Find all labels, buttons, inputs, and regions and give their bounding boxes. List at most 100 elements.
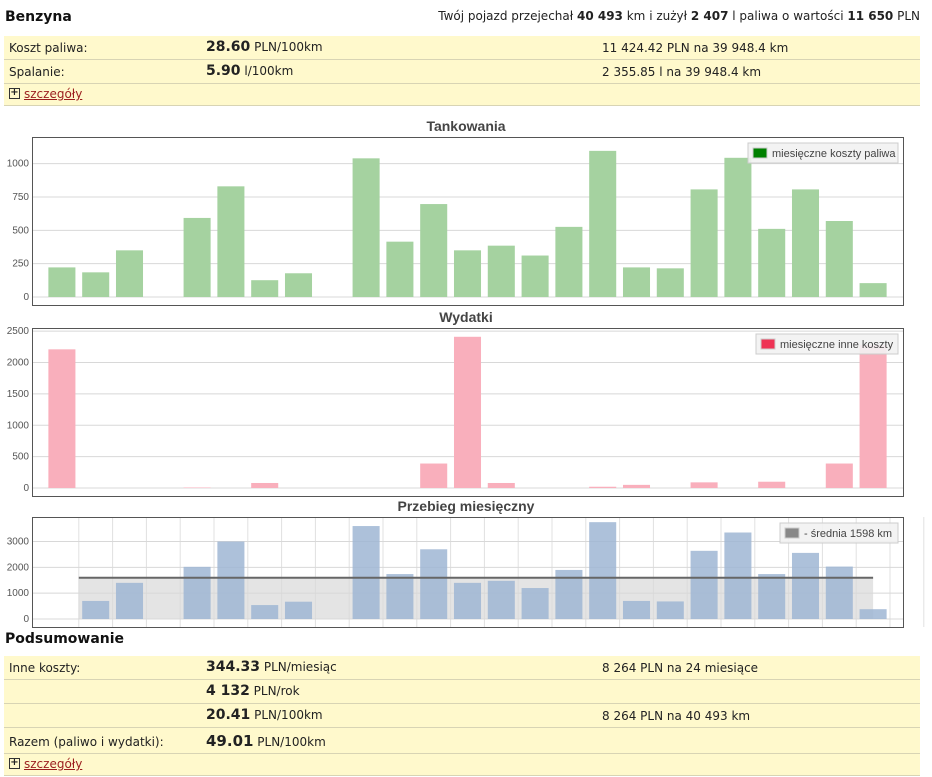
summary-value: 11 650 <box>847 9 894 23</box>
y-tick-label: 0 <box>23 483 29 494</box>
row-info: 2 355.85 l na 39 948.4 km <box>602 65 762 79</box>
bar[interactable]: 670 <box>284 601 313 619</box>
mileage-chart: 0100020003000070014000202030005406700360… <box>7 517 925 628</box>
bar[interactable]: 540 <box>251 605 279 619</box>
bar[interactable]: 2700 <box>420 549 448 619</box>
value-number: 49.01 <box>206 732 254 750</box>
summary-prefix: Twój pojazd przejechał <box>438 9 577 23</box>
bar[interactable]: 415 <box>386 241 414 297</box>
bar[interactable]: 3600 <box>352 526 380 619</box>
bar[interactable]: 350 <box>115 250 144 297</box>
bar[interactable]: 2280 <box>859 344 887 488</box>
row-label: Inne koszty: <box>9 661 81 675</box>
row-info: 8 264 PLN na 24 miesiące <box>602 661 759 675</box>
bar[interactable]: 390 <box>420 463 448 488</box>
legend-label: miesięczne koszty paliwa <box>772 148 896 160</box>
summary-km: 40 493 <box>576 9 623 23</box>
bar[interactable]: 126 <box>251 280 279 297</box>
summary-value-unit: PLN <box>893 9 920 23</box>
expenses-chart: 0500100015002000250022100008080000039024… <box>7 326 904 497</box>
legend-label: miesięczne inne koszty <box>780 339 894 351</box>
bar[interactable]: 1040 <box>352 158 380 297</box>
y-tick-label: 1000 <box>7 588 30 599</box>
summary-details-link[interactable]: szczegóły <box>24 757 83 771</box>
chart-title-fuel: Tankowania <box>426 118 506 134</box>
bar[interactable]: 215 <box>656 268 684 297</box>
bar[interactable]: 104 <box>859 283 887 297</box>
bar[interactable]: 1400 <box>453 582 482 619</box>
row-value: 49.01 PLN/100km <box>206 732 326 750</box>
bar[interactable]: 178 <box>284 273 313 297</box>
bar[interactable]: 222 <box>48 267 76 297</box>
value-unit: PLN/100km <box>253 735 326 749</box>
bar[interactable]: 80 <box>487 482 515 488</box>
value-unit: l/100km <box>240 64 294 78</box>
bar[interactable]: 3350 <box>724 532 752 619</box>
chart-frame <box>32 517 904 628</box>
bar[interactable]: 2030 <box>825 566 853 619</box>
expand-plus-icon[interactable]: + <box>9 757 20 769</box>
y-tick-label: 1000 <box>7 420 30 431</box>
chart-title-mileage: Przebieg miesięczny <box>397 498 535 514</box>
y-tick-label: 2000 <box>7 562 30 573</box>
bar[interactable]: 185 <box>82 272 110 297</box>
summary-table: Inne koszty: 344.33 PLN/miesiąc 8 264 PL… <box>4 656 920 776</box>
y-tick-label: 500 <box>12 452 29 463</box>
bar[interactable]: 700 <box>82 600 110 619</box>
bar[interactable]: 2640 <box>690 550 718 619</box>
bar[interactable]: 807 <box>791 189 820 297</box>
bar[interactable]: 3000 <box>217 541 245 619</box>
bar[interactable]: 380 <box>859 609 887 619</box>
bar[interactable]: 2020 <box>183 566 211 619</box>
row-label: Koszt paliwa: <box>9 41 88 55</box>
bar[interactable]: 1096 <box>589 150 617 297</box>
bar[interactable]: 526 <box>555 226 583 297</box>
bar[interactable]: 100 <box>758 481 786 488</box>
bar[interactable]: 680 <box>656 601 684 619</box>
bar[interactable]: 1044 <box>724 157 752 297</box>
bar[interactable]: 807 <box>690 189 718 297</box>
expand-plus-icon[interactable]: + <box>9 87 20 99</box>
bar[interactable]: 350 <box>453 250 482 297</box>
y-tick-label: 250 <box>12 259 29 270</box>
chart-title-expenses: Wydatki <box>439 309 493 325</box>
bar[interactable]: 3750 <box>589 522 617 619</box>
bar[interactable]: 90 <box>690 482 718 488</box>
y-tick-label: 2000 <box>7 358 30 369</box>
bar[interactable]: 1400 <box>115 582 144 619</box>
bar[interactable]: 511 <box>758 228 786 297</box>
bar[interactable]: 1480 <box>487 580 515 619</box>
bar[interactable]: 222 <box>622 267 651 297</box>
bar[interactable]: 390 <box>825 463 853 488</box>
bar[interactable]: 8 <box>183 487 211 488</box>
bar[interactable]: 830 <box>217 186 245 297</box>
bar[interactable]: 2210 <box>48 349 76 488</box>
summary-details-row: + szczegóły <box>4 754 920 776</box>
bar[interactable]: 1740 <box>386 574 414 619</box>
bar[interactable]: 1740 <box>758 574 786 619</box>
bar[interactable]: 2410 <box>453 336 482 488</box>
legend-box <box>755 333 899 355</box>
bar[interactable]: 700 <box>622 600 651 619</box>
bar[interactable]: 50 <box>622 484 651 488</box>
fuel-table: Koszt paliwa: 28.60 PLN/100km 11 424.42 … <box>4 36 920 106</box>
bar[interactable]: 80 <box>251 482 279 488</box>
fuel-row-consumption: Spalanie: 5.90 l/100km 2 355.85 l na 39 … <box>4 60 920 84</box>
bar[interactable]: 311 <box>521 255 549 297</box>
bar[interactable]: 385 <box>487 245 515 297</box>
legend-swatch <box>752 147 768 159</box>
bar[interactable]: 1200 <box>521 588 549 619</box>
bar[interactable]: 2560 <box>791 552 820 619</box>
summary-km-unit: km i zużył <box>622 9 691 23</box>
chart-frame <box>32 328 904 497</box>
bar[interactable]: 593 <box>183 217 211 297</box>
bar[interactable]: 697 <box>420 204 448 297</box>
summary-row-total: Razem (paliwo i wydatki): 49.01 PLN/100k… <box>4 728 920 754</box>
bar[interactable]: 570 <box>825 221 853 297</box>
summary-row-other-monthly: Inne koszty: 344.33 PLN/miesiąc 8 264 PL… <box>4 656 920 680</box>
value-unit: PLN/miesiąc <box>260 660 337 674</box>
bar[interactable]: 20 <box>589 486 617 488</box>
row-value: 20.41 PLN/100km <box>206 707 323 723</box>
fuel-summary-line: Twój pojazd przejechał 40 493 km i zużył… <box>438 9 920 23</box>
fuel-details-link[interactable]: szczegóły <box>24 87 83 101</box>
